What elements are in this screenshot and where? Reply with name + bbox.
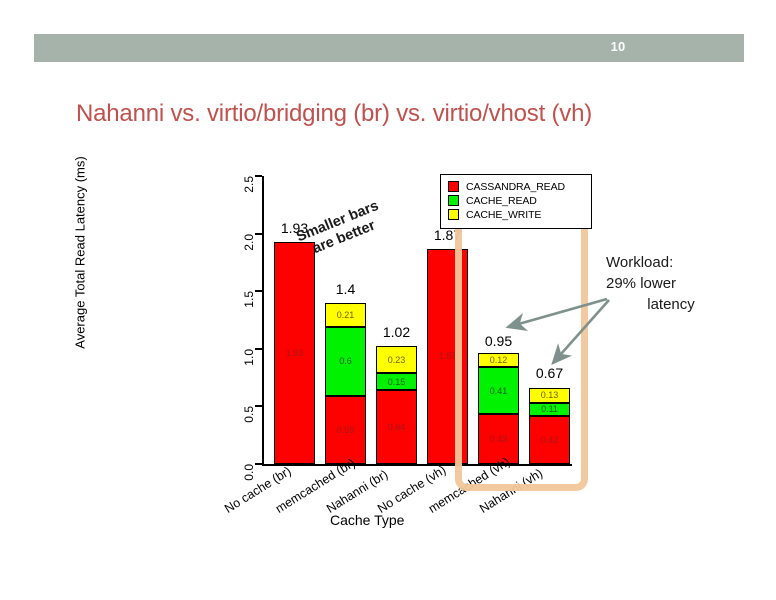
- page-number: 10: [610, 39, 626, 54]
- y-axis-tick-label: 2.0: [242, 233, 256, 251]
- legend-swatch-cache-read: [448, 195, 459, 206]
- y-axis-tick: [255, 463, 262, 465]
- y-axis-line: [262, 176, 264, 464]
- legend-item: CASSANDRA_READ: [448, 180, 584, 193]
- bar-total-label: 1.02: [382, 324, 411, 341]
- bar-segment-value: 0.42: [540, 434, 559, 445]
- bar-total-label: 0.95: [484, 332, 513, 349]
- workload-line-3: latency: [647, 296, 695, 313]
- page-title: Nahanni vs. virtio/bridging (br) vs. vir…: [76, 100, 593, 127]
- bar-segment-cache-write[interactable]: 0.12: [478, 353, 519, 368]
- y-axis-tick-label: 2.5: [242, 176, 256, 193]
- bar-segment-cache-read[interactable]: 0.15: [376, 372, 417, 391]
- bar-segment-value: 0.6: [339, 356, 352, 367]
- y-axis-tick: [255, 347, 262, 350]
- workload-annotation: Workload: 29% lower latency: [606, 252, 736, 315]
- bar-total-label: 1.93: [280, 219, 309, 236]
- workload-line-2: 29% lower: [606, 275, 677, 292]
- bar-group[interactable]: 0.64 0.15 0.23 1.02: [376, 0, 417, 600]
- bar-segment-value: 0.59: [336, 425, 355, 435]
- header-band: [34, 34, 744, 62]
- bar-segment-value: 1.87: [438, 351, 457, 362]
- bar-group[interactable]: 0.43 0.41 0.12 0.95: [478, 0, 519, 600]
- bar-segment-cache-read[interactable]: 0.6: [325, 326, 366, 397]
- workload-line-1: Workload:: [606, 254, 674, 271]
- bar-group[interactable]: 0.42 0.11 0.13 0.67: [529, 0, 570, 600]
- bar-segment-value: 1.93: [285, 347, 304, 358]
- bar-segment-value: 0.41: [489, 385, 508, 396]
- x-axis-title: Cache Type: [330, 512, 405, 528]
- bar-segment-cassandra-read[interactable]: 0.64: [376, 390, 417, 464]
- y-axis-tick-label: 1.0: [242, 348, 256, 366]
- bar-segment-cassandra-read[interactable]: 0.59: [325, 396, 366, 464]
- legend-swatch-cassandra-read: [448, 181, 459, 192]
- y-axis-tick: [255, 290, 262, 293]
- legend-item: CACHE_WRITE: [448, 208, 584, 221]
- legend-label: CACHE_WRITE: [466, 208, 542, 221]
- bar-segment-value: 0.64: [387, 422, 406, 433]
- legend-swatch-cache-write: [448, 209, 459, 220]
- legend-label: CACHE_READ: [466, 194, 537, 207]
- legend-label: CASSANDRA_READ: [466, 180, 565, 193]
- bar-segment-cassandra-read[interactable]: 1.93: [274, 241, 315, 464]
- chart-legend: CASSANDRA_READ CACHE_READ CACHE_WRITE: [440, 174, 592, 229]
- bar-total-label: 1.4: [335, 280, 356, 297]
- bar-segment-value: 0.15: [387, 376, 406, 387]
- y-axis-tick: [255, 232, 262, 235]
- bar-segment-cache-read[interactable]: 0.11: [529, 402, 570, 416]
- bar-segment-cache-write[interactable]: 0.13: [529, 387, 570, 403]
- y-axis-tick: [255, 175, 262, 177]
- bar-segment-value: 0.12: [489, 355, 508, 366]
- bar-segment-cache-write[interactable]: 0.21: [325, 302, 366, 327]
- y-axis-tick-label: 1.5: [242, 291, 256, 308]
- bar-segment-value: 0.43: [489, 434, 508, 445]
- bar-segment-cassandra-read[interactable]: 0.42: [529, 415, 570, 464]
- bar-group[interactable]: 0.59 0.6 0.21 1.4: [325, 0, 366, 600]
- bar-segment-cache-read[interactable]: 0.41: [478, 367, 519, 415]
- bar-total-label: 0.67: [535, 364, 564, 381]
- x-axis-line: [262, 464, 572, 466]
- bar-segment-cache-write[interactable]: 0.23: [376, 346, 417, 373]
- bar-group[interactable]: 1.93 1.93: [274, 0, 315, 600]
- bar-segment-value: 0.21: [336, 309, 355, 320]
- bar-total-label: 1.87: [433, 226, 462, 243]
- y-axis-tick: [255, 405, 262, 408]
- bar-segment-value: 0.13: [540, 390, 559, 401]
- legend-item: CACHE_READ: [448, 194, 584, 207]
- bar-segment-value: 0.23: [387, 354, 406, 365]
- workload-callout-box: [455, 209, 588, 491]
- y-axis-title: Average Total Read Latency (ms): [72, 156, 88, 349]
- y-axis-tick-label: 0.5: [242, 406, 256, 424]
- bar-segment-value: 0.11: [541, 404, 558, 415]
- bar-segment-cassandra-read[interactable]: 0.43: [478, 414, 519, 464]
